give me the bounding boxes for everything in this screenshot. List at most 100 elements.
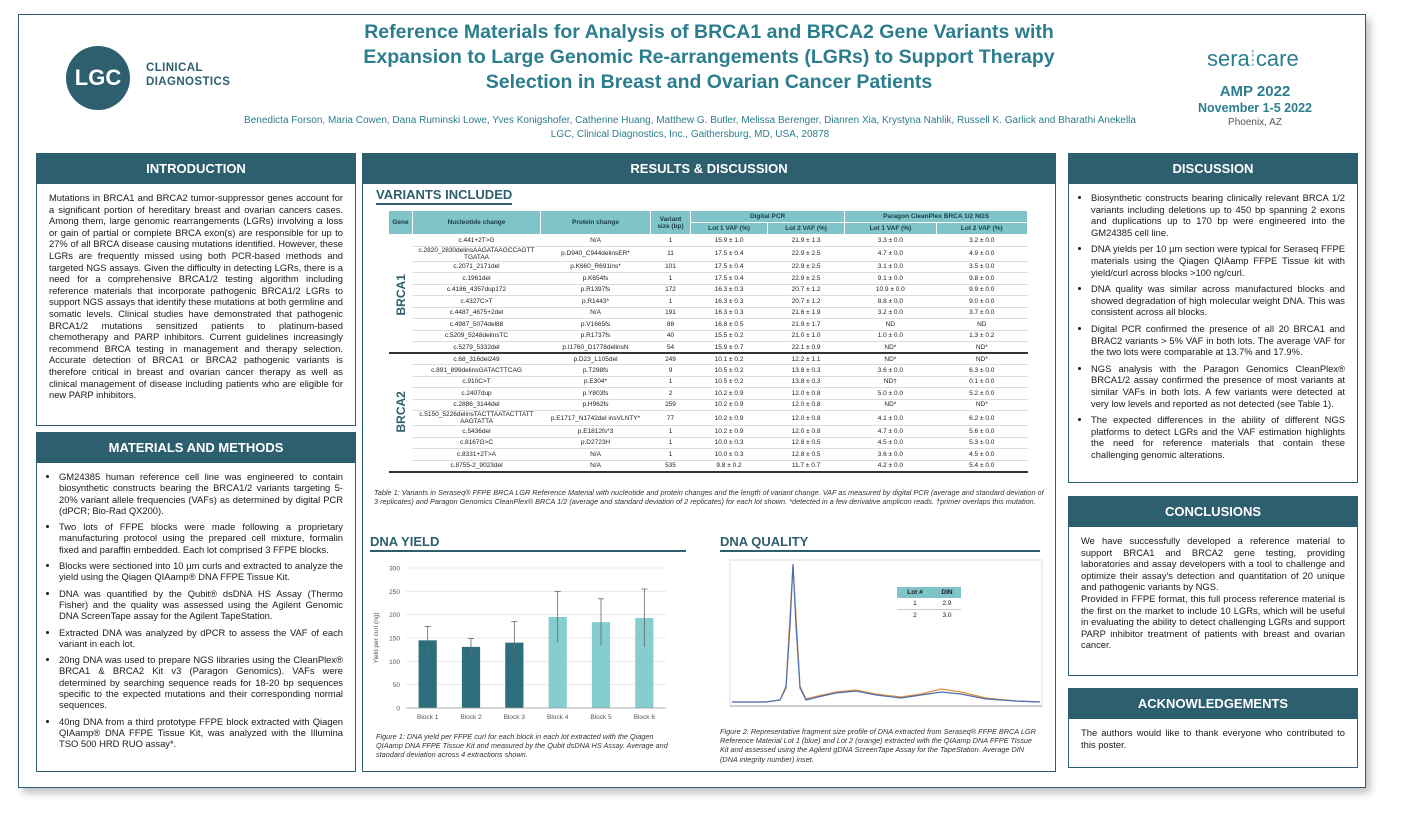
table-cell: 4.1 ± 0.0 <box>844 410 937 426</box>
authors-block: Benedicta Forson, Maria Cowen, Dana Rumi… <box>215 114 1165 142</box>
table-cell: 3.1 ± 0.0 <box>844 261 937 273</box>
table-caption: Table 1: Variants in Seraseq® FFPE BRCA … <box>374 488 1044 507</box>
y-tick-label: 200 <box>389 612 400 619</box>
table-cell: ND* <box>844 341 937 354</box>
table-cell: 259 <box>650 399 691 411</box>
table-cell: 12.0 ± 0.8 <box>767 399 845 411</box>
table-cell: 6.2 ± 0.0 <box>936 410 1028 426</box>
table-cell: 10.1 ± 0.2 <box>690 353 768 365</box>
table-cell: 1 <box>650 437 691 449</box>
table-row: c.5150_5226delinsTACTTAATACTTATT AAGTATT… <box>389 410 1028 426</box>
x-tick-label: Block 3 <box>504 714 526 721</box>
table-cell: 6.3 ± 0.0 <box>936 364 1028 377</box>
table-cell: 1 <box>650 234 691 247</box>
variants-table-wrap: Gene Nucleotide change Protein change Va… <box>388 210 1029 473</box>
col-ngs-lot1: Lot 1 VAF (%) <box>844 222 937 235</box>
table-cell: 12.8 ± 0.5 <box>767 437 845 449</box>
conference-name: AMP 2022 <box>1219 83 1291 100</box>
table-cell: 4.7 ± 0.0 <box>844 425 937 438</box>
table-cell: 10.9 ± 0.0 <box>844 284 937 296</box>
discussion-item: DNA quality was similar across manufactu… <box>1091 283 1345 318</box>
table-cell: 4.2 ± 0.0 <box>844 460 937 473</box>
table-cell: c.4487_4675+2del <box>412 307 541 319</box>
dna-yield-chart: 0 50 100 150 200 250 300 Yield per curl (ng) Blo… <box>373 566 666 721</box>
yield-bar <box>635 617 654 708</box>
table-cell: 3.6 ± 0.0 <box>844 448 937 461</box>
variants-heading: VARIANTS INCLUDED <box>376 187 513 205</box>
table-cell: 3.2 ± 0.0 <box>844 307 937 319</box>
table-cell: p.D2723H <box>540 437 651 449</box>
table-cell: 17.5 ± 0.4 <box>690 261 768 273</box>
acknowledgements-text: The authors would like to thank everyone… <box>1081 727 1345 750</box>
table-cell: 8.8 ± 0.0 <box>844 295 937 308</box>
table-cell: c.5209_5248delinsTC <box>412 330 541 342</box>
yield-heading: DNA YIELD <box>370 534 686 552</box>
table-row: c.4487_4675+2del N/A 191 16.3 ± 0.3 21.6 ± 1… <box>389 307 1028 319</box>
table-cell: 10.2 ± 0.9 <box>690 399 768 411</box>
methods-heading: MATERIALS AND METHODS <box>37 433 355 463</box>
col-size: Variant size (bp) <box>650 210 691 235</box>
table-cell: 9.1 ± 0.0 <box>844 272 937 285</box>
table-cell: p.K654fs <box>540 272 651 285</box>
table-row: c.8331+2T>A N/A 1 10.0 ± 0.3 12.8 ± 0.5 3.6 ±… <box>389 448 1028 461</box>
table-cell: 12.0 ± 0.8 <box>767 387 845 400</box>
table-cell: p.V1665fs <box>540 318 651 331</box>
table-cell: ND* <box>844 353 937 365</box>
table-cell: N/A <box>540 460 651 473</box>
din-value: 3.0 <box>942 612 952 619</box>
table-cell: c.2407dup <box>412 387 541 400</box>
table-cell: 11 <box>650 246 691 262</box>
din-col-din: DIN <box>932 587 961 598</box>
table-cell: 10.0 ± 0.3 <box>690 448 768 461</box>
din-value: 2.9 <box>932 598 961 610</box>
table-cell: 4.9 ± 0.0 <box>936 246 1028 262</box>
table-cell: c.68_316del249 <box>412 353 541 365</box>
table-cell: 9 <box>650 364 691 377</box>
table-cell: 191 <box>650 307 691 319</box>
table-cell: 13.8 ± 0.3 <box>767 376 845 388</box>
methods-item: GM24385 human reference cell line was en… <box>59 471 343 516</box>
discussion-heading: DISCUSSION <box>1069 154 1357 184</box>
conclusions-panel: CONCLUSIONS We have successfully develop… <box>1068 496 1358 676</box>
din-lot: 2 <box>913 612 917 619</box>
dna-quality-chart <box>729 559 1043 707</box>
x-tick-label: Block 4 <box>547 714 569 721</box>
authors: Benedicta Forson, Maria Cowen, Dana Rumi… <box>244 115 1136 126</box>
y-tick-label: 150 <box>389 636 400 643</box>
methods-item: 40ng DNA from a third prototype FFPE blo… <box>59 716 343 750</box>
table-cell: 101 <box>650 261 691 273</box>
affiliation: LGC, Clinical Diagnostics, Inc., Gaither… <box>550 129 830 140</box>
table-cell: 5.4 ± 0.0 <box>936 460 1028 473</box>
table-cell: c.441+2T>G <box>412 234 541 247</box>
table-cell: 10.2 ± 0.9 <box>690 387 768 400</box>
y-tick-label: 100 <box>389 659 400 666</box>
table-cell: 17.5 ± 0.4 <box>690 272 768 285</box>
y-tick-label: 50 <box>393 682 401 689</box>
table-cell: 22.9 ± 2.5 <box>767 261 845 273</box>
y-tick-label: 300 <box>389 566 400 573</box>
table-cell: p.T298fs <box>540 364 651 377</box>
discussion-item: DNA yields per 10 µm section were typica… <box>1091 243 1345 278</box>
yield-caption: Figure 1: DNA yield per FFPE curl for ea… <box>376 732 668 760</box>
table-cell: p.E1717_N1742del insVLNTY* <box>540 410 651 426</box>
table-cell: 21.9 ± 1.3 <box>767 234 845 247</box>
table-cell: p.D940_C944delinsER* <box>540 246 651 262</box>
table-cell: 0.1 ± 0.0 <box>936 376 1028 388</box>
table-row: c.8167G>C p.D2723H 1 10.0 ± 0.3 12.8 ± 0.5 4.… <box>389 437 1028 449</box>
discussion-item: Digital PCR confirmed the presence of al… <box>1091 323 1345 358</box>
table-cell: 5.0 ± 0.0 <box>844 387 937 400</box>
table-cell: p.E1812fs*3 <box>540 425 651 438</box>
col-protein: Protein change <box>540 210 651 235</box>
table-cell: 12.0 ± 0.8 <box>767 410 845 426</box>
din-lot: 1 <box>897 598 933 610</box>
table-cell: 21.0 ± 1.0 <box>767 330 845 342</box>
table-cell: 16.3 ± 0.3 <box>690 307 768 319</box>
conference-info: AMP 2022 November 1-5 2022 Phoenix, AZ <box>1185 83 1325 129</box>
table-cell: 3.7 ± 0.0 <box>936 307 1028 319</box>
table-cell: 54 <box>650 341 691 354</box>
yield-bar <box>505 642 524 708</box>
table-cell: c.8331+2T>A <box>412 448 541 461</box>
table-cell: 1 <box>650 425 691 438</box>
table-cell: 21.9 ± 1.7 <box>767 318 845 331</box>
quality-plot-area <box>729 559 1043 707</box>
